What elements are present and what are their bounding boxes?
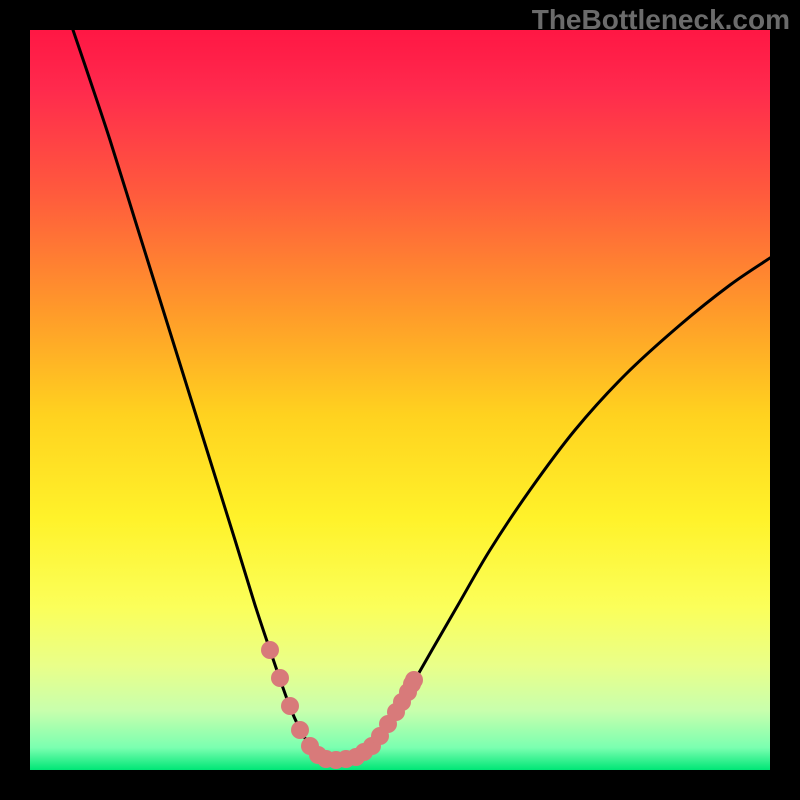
highlight-dot — [271, 669, 289, 687]
chart-frame: TheBottleneck.com — [0, 0, 800, 800]
highlight-dot — [281, 697, 299, 715]
highlight-dot — [261, 641, 279, 659]
bottleneck-curve-chart — [30, 30, 770, 770]
highlight-dot — [291, 721, 309, 739]
highlight-dot — [405, 671, 423, 689]
gradient-background — [30, 30, 770, 770]
plot-area — [30, 30, 770, 770]
